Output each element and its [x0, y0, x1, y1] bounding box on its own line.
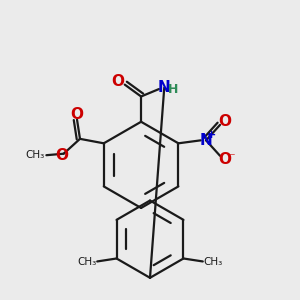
Text: ⁻: ⁻	[228, 152, 234, 165]
Text: O: O	[70, 107, 83, 122]
Text: N: N	[200, 133, 212, 148]
Text: H: H	[168, 82, 178, 96]
Text: O: O	[112, 74, 125, 88]
Text: O: O	[218, 152, 231, 167]
Text: N: N	[158, 80, 171, 95]
Text: CH₃: CH₃	[77, 257, 97, 267]
Text: CH₃: CH₃	[203, 257, 223, 267]
Text: O: O	[218, 114, 231, 129]
Text: CH₃: CH₃	[26, 150, 45, 160]
Text: +: +	[207, 130, 217, 140]
Text: O: O	[56, 148, 69, 163]
